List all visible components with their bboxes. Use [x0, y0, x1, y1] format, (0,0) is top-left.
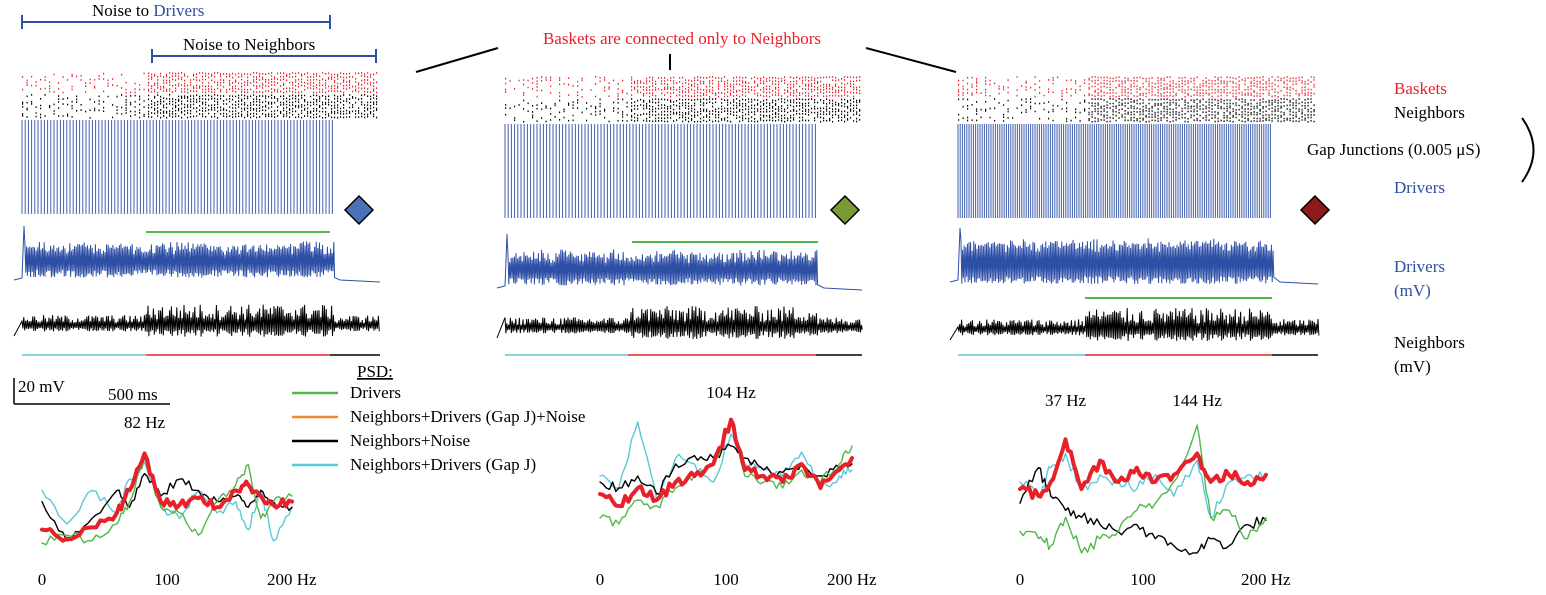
psd-series-thick-3 [1018, 437, 1268, 500]
psd-series-drivers-3 [1019, 424, 1267, 554]
drivers-mv-label-1: Drivers [1394, 257, 1445, 276]
neighbors-row-label: Neighbors [1394, 103, 1465, 122]
gap-junctions-label: Gap Junctions (0.005 μS) [1307, 140, 1480, 159]
psd-chart-1: 82 Hz 0 100 200 Hz [38, 413, 317, 589]
baskets-row-label: Baskets [1394, 79, 1447, 98]
psd-tick-label-1-1: 100 [154, 570, 180, 589]
condition-diamond-1 [343, 194, 375, 226]
drivers-voltage-trace-2 [496, 233, 863, 291]
scale-time-label: 500 ms [108, 385, 158, 404]
psd-tick-label-1-2: 200 Hz [267, 570, 317, 589]
basket-spikes-3 [958, 76, 1315, 98]
scale-bar [13, 378, 170, 405]
basket-raster-2 [505, 76, 861, 98]
legend-label-0: Drivers [350, 383, 401, 402]
driver-raster-2 [504, 124, 816, 218]
noise-to-neighbors-bracket [151, 49, 377, 63]
legend-label-3: Neighbors+Drivers (Gap J) [350, 455, 536, 474]
neighbors-voltage-trace-1 [13, 304, 380, 337]
psd-series-thick-2 [598, 417, 854, 509]
driver-raster-3 [957, 124, 1271, 218]
psd-series-noise-1 [41, 472, 293, 542]
neighbors-mv-label-1: Neighbors [1394, 333, 1465, 352]
simulation-panel-3 [949, 76, 1331, 356]
gap-junctions-brace [1521, 117, 1535, 183]
psd-series-noise-3 [1019, 467, 1267, 556]
psd-tick-label-2-2: 200 Hz [827, 570, 877, 589]
psd-tick-label-2-0: 0 [596, 570, 605, 589]
drivers-voltage-trace-1 [13, 225, 381, 283]
baskets-connection-lines [415, 47, 957, 73]
psd-chart-2: 104 Hz 0 100 200 Hz [596, 383, 877, 589]
drivers-mv-label-2: (mV) [1394, 281, 1431, 300]
basket-raster-3 [958, 76, 1315, 98]
noise-to-drivers-bracket [21, 15, 331, 29]
psd-peak-label-3-2: 144 Hz [1172, 391, 1222, 410]
basket-raster-1 [22, 72, 378, 94]
simulation-panel-2 [496, 76, 863, 356]
legend-label-2: Neighbors+Noise [350, 431, 470, 450]
neighbor-spikes-3 [958, 98, 1315, 123]
psd-series-thick-1 [40, 451, 294, 543]
drivers-row-label: Drivers [1394, 178, 1445, 197]
basket-spikes-1 [22, 72, 378, 94]
legend-label-1: Neighbors+Drivers (Gap J)+Noise [350, 407, 585, 426]
psd-tick-label-3-0: 0 [1016, 570, 1025, 589]
psd-series-drivers-1 [41, 456, 293, 546]
driver-raster-1 [21, 120, 333, 214]
neighbor-spikes-2 [505, 98, 861, 123]
psd-peak-label-3-1: 37 Hz [1045, 391, 1087, 410]
condition-diamond-2 [829, 194, 861, 226]
psd-legend: PSD: Drivers Neighbors+Drivers (Gap J)+No… [292, 362, 585, 474]
neighbors-mv-label-2: (mV) [1394, 357, 1431, 376]
psd-tick-label-3-2: 200 Hz [1241, 570, 1291, 589]
basket-spikes-2 [505, 76, 861, 98]
neighbors-voltage-trace-3 [949, 307, 1320, 342]
neighbors-voltage-trace-2 [496, 306, 863, 339]
noise-to-neighbors-label: Noise to Neighbors [183, 35, 315, 54]
simulation-panel-1 [13, 72, 381, 356]
drivers-voltage-trace-3 [949, 227, 1319, 285]
psd-tick-label-1-0: 0 [38, 570, 47, 589]
legend-title: PSD: [357, 362, 393, 381]
scale-voltage-label: 20 mV [18, 377, 65, 396]
baskets-connected-label: Baskets are connected only to Neighbors [543, 29, 821, 48]
psd-tick-label-3-1: 100 [1130, 570, 1156, 589]
psd-chart-3: 37 Hz 144 Hz 0 100 200 Hz [1016, 391, 1291, 589]
neighbor-spikes-1 [22, 94, 378, 119]
psd-peak-label-1-1: 82 Hz [124, 413, 166, 432]
psd-peak-label-2-1: 104 Hz [706, 383, 756, 402]
condition-diamond-3 [1299, 194, 1331, 226]
noise-to-drivers-label: Noise to Drivers [92, 1, 204, 20]
psd-tick-label-2-1: 100 [713, 570, 739, 589]
